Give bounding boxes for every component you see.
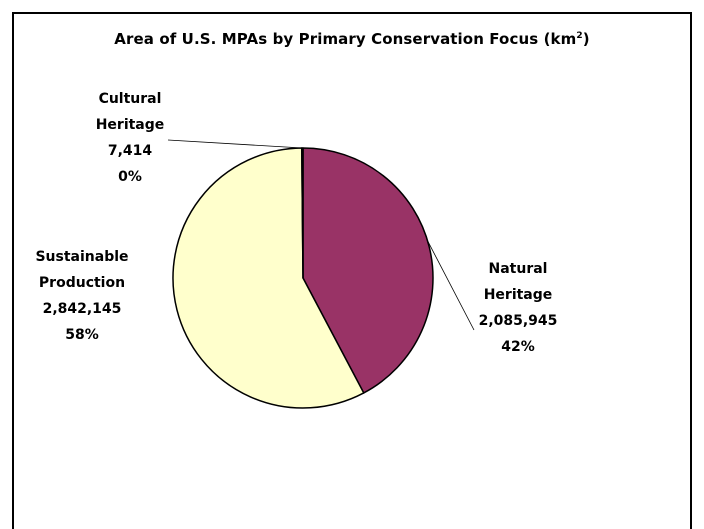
chart-title-end: )	[582, 30, 590, 48]
label-cultural-heritage: Cultural Heritage 7,414 0%	[70, 86, 190, 190]
label-sustainable-production-line1: Sustainable	[35, 249, 129, 265]
leader-line-cultural-heritage	[167, 139, 303, 149]
chart-title-text: Area of U.S. MPAs by Primary Conservatio…	[114, 30, 577, 48]
label-natural-heritage-value: 2,085,945	[478, 313, 558, 329]
label-cultural-heritage-value: 7,414	[107, 143, 153, 159]
pie-slice-natural-heritage	[302, 147, 434, 394]
label-sustainable-production-percent: 58%	[65, 327, 99, 343]
label-cultural-heritage-line1: Cultural	[98, 91, 162, 107]
chart-title: Area of U.S. MPAs by Primary Conservatio…	[0, 30, 704, 48]
label-cultural-heritage-line2: Heritage	[95, 117, 165, 133]
chart-title-superscript: 2	[576, 31, 583, 41]
label-cultural-heritage-percent: 0%	[118, 169, 142, 185]
leader-line-natural-heritage	[427, 240, 475, 331]
label-natural-heritage-line2: Heritage	[483, 287, 553, 303]
label-natural-heritage-line1: Natural	[488, 261, 548, 277]
pie-slice-sustainable-production	[172, 147, 365, 409]
label-natural-heritage: Natural Heritage 2,085,945 42%	[458, 256, 578, 360]
label-natural-heritage-percent: 42%	[501, 339, 535, 355]
label-sustainable-production-line2: Production	[38, 275, 126, 291]
label-sustainable-production: Sustainable Production 2,842,145 58%	[22, 244, 142, 348]
label-sustainable-production-value: 2,842,145	[42, 301, 122, 317]
pie-slices	[172, 147, 434, 409]
leader-lines	[167, 139, 475, 331]
